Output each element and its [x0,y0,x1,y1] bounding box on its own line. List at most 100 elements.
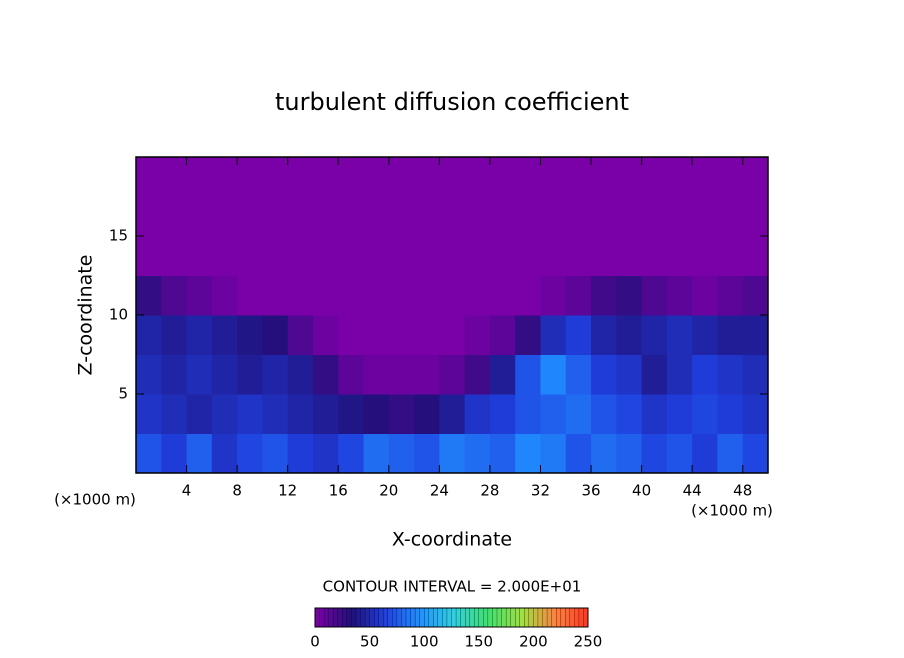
field-cell [211,275,238,316]
field-cell [338,394,365,434]
field-cell [692,394,718,434]
field-cell [641,433,668,474]
colorbar-swatch [524,607,530,628]
colorbar-swatch [337,607,343,628]
field-cell [616,394,643,434]
field-cell [363,394,390,434]
field-cell [464,275,491,316]
field-cell [237,157,263,197]
field-cell [591,394,617,434]
field-cell [287,157,314,197]
field-cell [211,157,238,197]
colorbar-swatch [328,607,334,628]
field-cell [692,157,718,197]
field-cell [262,196,289,237]
field-cell [439,433,466,474]
colorbar-swatch [333,607,339,628]
field-cell [591,236,617,276]
field-cell [388,394,415,434]
field-cell [414,196,440,237]
colorbar-swatch [519,607,525,628]
colorbar-tick-label: 200 [519,633,548,651]
field-cell [742,394,769,434]
field-cell [211,236,238,276]
field-cell [237,315,263,355]
colorbar-swatch [364,607,371,628]
y-tick-label: 15 [109,227,128,245]
field-cell [161,157,188,197]
field-cell [439,354,466,395]
colorbar-swatch [496,607,502,628]
colorbar-swatch [565,607,571,628]
x-tick-label: 40 [632,482,651,500]
colorbar-swatch [351,607,357,628]
field-cell [666,394,693,434]
field-cell [136,394,162,434]
y-tick-label: 5 [118,385,128,403]
field-cell [161,275,188,316]
field-cell [565,157,592,197]
colorbar-swatch [515,607,521,628]
field-cell [262,275,289,316]
field-cell [439,196,466,237]
field-cell [540,433,567,474]
field-cell [136,354,162,395]
x-tick-label: 24 [430,482,449,500]
field-cell [136,236,162,276]
field-cell [591,433,617,474]
field-cell [464,236,491,276]
field-cell [565,354,592,395]
field-cell [666,157,693,197]
colorbar-swatch [528,607,534,628]
field-cell [338,275,365,316]
field-cell [363,275,390,316]
colorbar-swatch [569,607,575,628]
field-cell [692,196,718,237]
field-cell [237,394,263,434]
field-cell [363,315,390,355]
colorbar-swatch [474,607,480,628]
field-cell [388,196,415,237]
field-cell [186,394,213,434]
field-cell [136,157,162,197]
colorbar-tick-label: 0 [310,633,320,651]
field-cell [439,394,466,434]
field-cell [312,275,339,316]
field-cell [489,157,516,197]
colorbar-swatch [346,607,352,628]
field-cell [414,275,440,316]
field-cell [262,236,289,276]
field-cell [717,433,744,474]
field-cell [464,157,491,197]
colorbar-swatch [533,607,539,628]
field-cell [489,315,516,355]
field-cell [666,196,693,237]
colorbar-swatch [392,607,398,628]
field-cell [717,196,744,237]
colorbar-swatch [537,607,543,628]
field-cell [136,196,162,237]
field-cell [186,275,213,316]
field-cell [338,315,365,355]
field-cell [363,157,390,197]
field-cell [515,275,541,316]
colorbar-swatch [323,607,330,628]
unit-label: (×1000 m) [691,502,773,520]
field-cell [666,236,693,276]
y-axis-label: Z-coordinate [75,255,97,376]
field-cell [742,157,769,197]
x-axis-label: X-coordinate [392,529,512,551]
field-cell [616,315,643,355]
field-cell [338,196,365,237]
colorbar-swatch [428,607,434,628]
field-cell [363,433,390,474]
field-cell [287,236,314,276]
field-cell [717,315,744,355]
field-cell [540,275,567,316]
field-cell [312,315,339,355]
colorbar-swatch [355,607,361,628]
colorbar-swatch [464,607,471,628]
colorbar-swatch [483,607,489,628]
field-cell [312,196,339,237]
field-cell [388,236,415,276]
